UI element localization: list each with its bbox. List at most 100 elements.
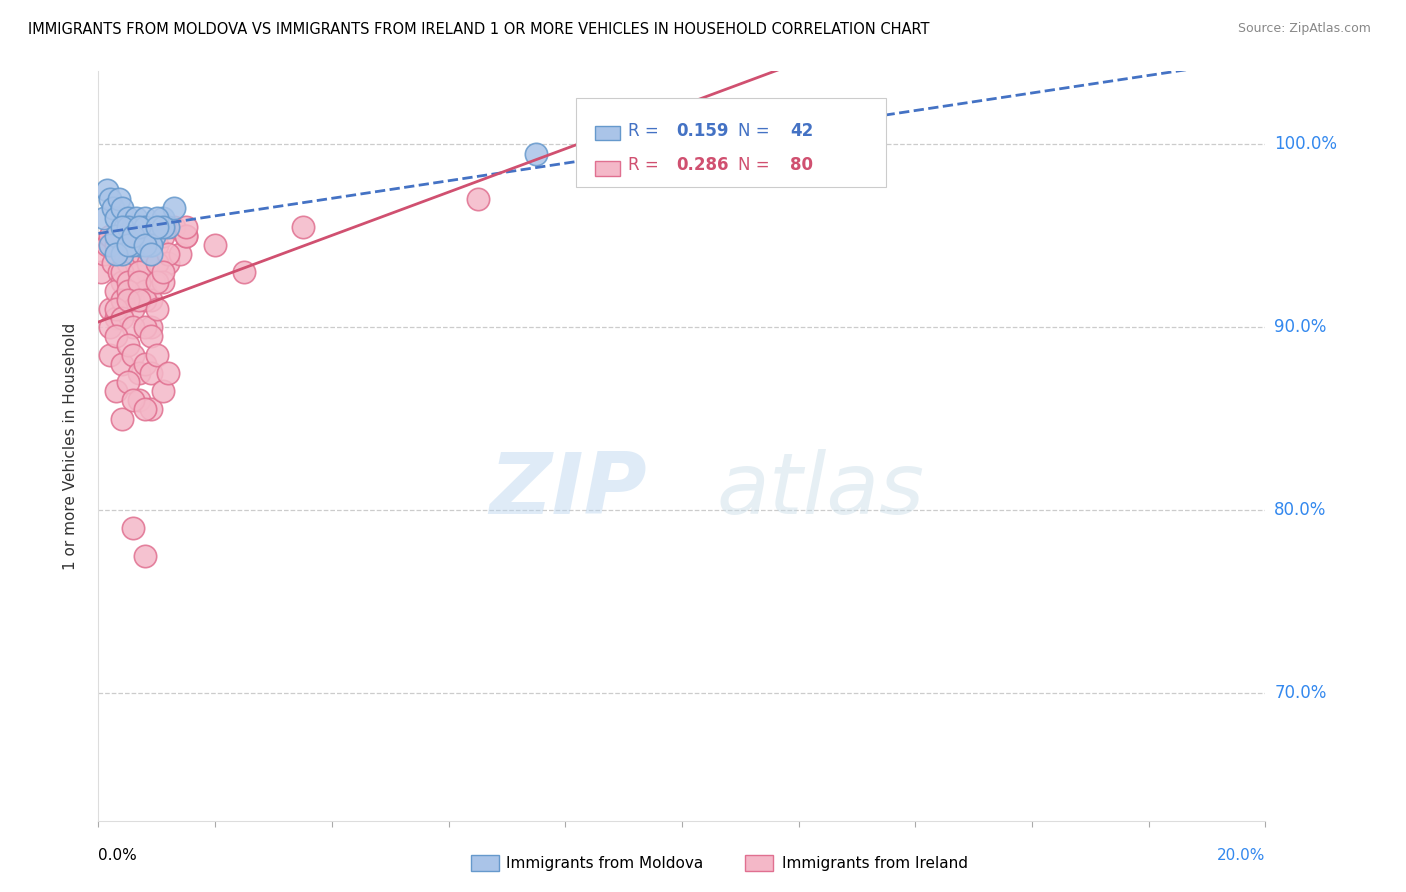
Point [111, 202, 134, 216]
Point [117, 211, 139, 225]
Point [122, 301, 145, 316]
Point [139, 366, 162, 380]
Point [122, 348, 145, 362]
Text: 90.0%: 90.0% [1274, 318, 1326, 336]
Point [131, 219, 153, 234]
Point [111, 247, 134, 261]
Point [152, 275, 174, 289]
Point [111, 411, 134, 425]
Point [104, 284, 127, 298]
Point [134, 211, 156, 225]
Point [122, 393, 145, 408]
Point [111, 265, 134, 279]
Point [139, 238, 162, 252]
Point [134, 238, 156, 252]
Point [139, 247, 162, 261]
Point [134, 402, 156, 417]
Text: IMMIGRANTS FROM MOLDOVA VS IMMIGRANTS FROM IRELAND 1 OR MORE VEHICLES IN HOUSEHO: IMMIGRANTS FROM MOLDOVA VS IMMIGRANTS FR… [28, 22, 929, 37]
Point [104, 384, 127, 399]
Point [117, 238, 139, 252]
Point [120, 228, 142, 243]
Point [152, 384, 174, 399]
Point [117, 284, 139, 298]
Point [152, 228, 174, 243]
Point [98, 301, 121, 316]
Point [117, 375, 139, 389]
Point [111, 293, 134, 307]
Point [128, 275, 150, 289]
Point [104, 301, 127, 316]
Point [146, 301, 169, 316]
Point [174, 219, 197, 234]
Point [117, 338, 139, 352]
Point [111, 275, 134, 289]
Point [157, 366, 180, 380]
Text: Source: ZipAtlas.com: Source: ZipAtlas.com [1237, 22, 1371, 36]
Point [128, 393, 150, 408]
Point [104, 329, 127, 343]
Point [139, 320, 162, 334]
Point [174, 228, 197, 243]
Point [104, 311, 127, 326]
Point [111, 357, 134, 371]
Point [139, 247, 162, 261]
Point [108, 265, 131, 279]
Point [136, 228, 159, 243]
Point [157, 219, 180, 234]
Text: 80: 80 [790, 156, 813, 174]
Point [117, 275, 139, 289]
Text: N =: N = [738, 156, 769, 174]
Point [134, 357, 156, 371]
Point [128, 238, 150, 252]
Point [134, 549, 156, 563]
Point [90, 265, 112, 279]
Point [146, 238, 169, 252]
Point [122, 219, 145, 234]
Point [125, 256, 148, 270]
Point [93, 247, 115, 261]
Point [139, 329, 162, 343]
Point [98, 348, 121, 362]
Text: N =: N = [738, 121, 769, 140]
Point [136, 256, 159, 270]
Text: Immigrants from Ireland: Immigrants from Ireland [782, 856, 967, 871]
Point [98, 320, 121, 334]
Point [125, 211, 148, 225]
Point [291, 219, 314, 234]
Point [142, 228, 165, 243]
Point [163, 202, 186, 216]
Point [134, 219, 156, 234]
Point [104, 228, 127, 243]
Point [104, 247, 127, 261]
Text: 100.0%: 100.0% [1274, 136, 1337, 153]
Point [111, 219, 134, 234]
Point [101, 202, 124, 216]
Point [122, 238, 145, 252]
Point [146, 219, 169, 234]
Y-axis label: 1 or more Vehicles in Household: 1 or more Vehicles in Household [63, 322, 77, 570]
Text: 42: 42 [790, 121, 814, 140]
Point [122, 247, 145, 261]
Point [146, 275, 169, 289]
Text: Immigrants from Moldova: Immigrants from Moldova [506, 856, 703, 871]
Point [134, 293, 156, 307]
Text: 20.0%: 20.0% [1218, 848, 1265, 863]
Point [128, 275, 150, 289]
Point [134, 320, 156, 334]
Point [117, 256, 139, 270]
Point [93, 211, 115, 225]
Text: R =: R = [628, 121, 659, 140]
Point [131, 247, 153, 261]
Point [122, 228, 145, 243]
Point [524, 146, 547, 161]
Text: 0.286: 0.286 [676, 156, 728, 174]
Point [467, 192, 489, 206]
Point [98, 192, 121, 206]
Point [152, 219, 174, 234]
Point [146, 256, 169, 270]
Point [128, 265, 150, 279]
Point [108, 192, 131, 206]
Point [101, 256, 124, 270]
Point [104, 211, 127, 225]
Point [122, 293, 145, 307]
